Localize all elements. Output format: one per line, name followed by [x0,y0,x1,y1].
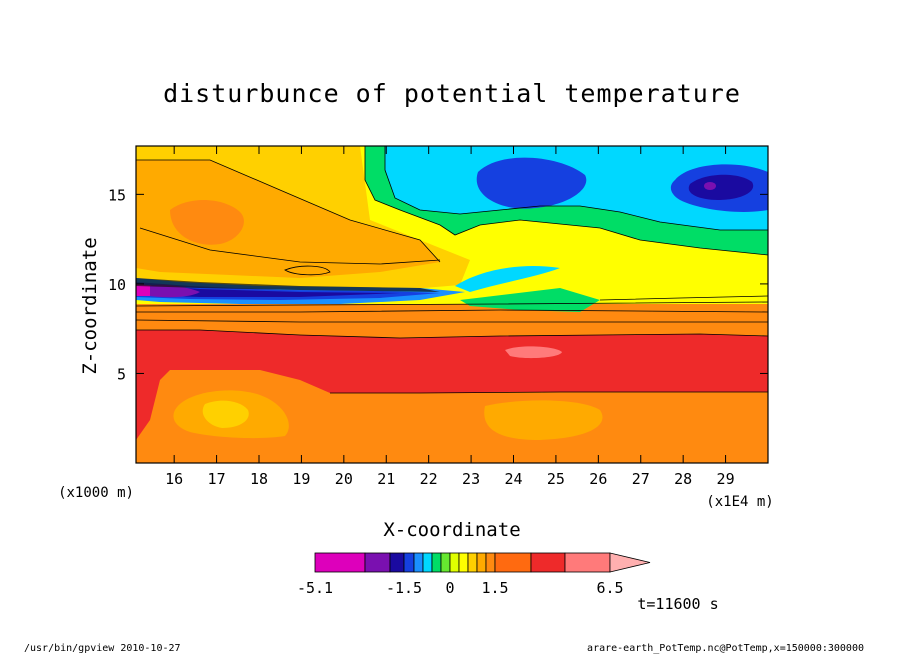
fill-upper-left-orange2 [136,160,440,278]
plot-area [136,146,768,463]
footer-left: /usr/bin/gpview 2010-10-27 [24,643,181,654]
y-axis-label: Z-coordinate [79,237,101,374]
fill-red-layer [136,330,768,440]
colorbar-label: 6.5 [596,579,623,597]
x-tick-label: 19 [292,470,310,488]
chart-title: disturbunce of potential temperature [163,79,741,108]
contour-line [330,391,768,394]
x-tick-label: 18 [250,470,268,488]
fill-navy-layer [136,284,400,297]
fill-blue-core-1 [476,157,587,209]
x-axis-label: X-coordinate [383,519,520,541]
x-tick-label: 29 [717,470,735,488]
colorbar-segment [440,552,451,573]
fill-violet-spot [150,284,200,298]
contour-line [384,146,768,231]
fill-cyan-streak [455,266,560,292]
contour-line [284,265,331,276]
contour-line [136,309,768,313]
colorbar-segment [485,552,496,573]
contour-line [136,319,768,323]
x-tick-label: 22 [420,470,438,488]
x-tick-label: 23 [462,470,480,488]
plot-frame [135,145,769,464]
colorbar-segment [476,552,487,573]
x-tick-label: 26 [589,470,607,488]
colorbar-labels: -5.1 -1.5 0 1.5 6.5 [297,579,624,597]
colorbar-label: 1.5 [481,579,508,597]
colorbar-extension [609,552,651,573]
x-tick-label: 17 [208,470,226,488]
fill-orange-blob [170,200,244,245]
colorbar-segment [458,552,469,573]
contour-line [364,146,768,256]
x-tick-label: 20 [335,470,353,488]
colorbar-label: 0 [445,579,454,597]
colorbar-segment [413,552,424,573]
fill-lower-patch-2 [484,400,603,440]
colorbar-segment [530,552,566,573]
x-tick-label: 25 [547,470,565,488]
x-axis-unit: (x1E4 m) [706,494,773,510]
y-tick-label: 10 [108,276,126,294]
contour-line [599,295,768,301]
colorbar [314,552,651,573]
colorbar-segment [314,552,366,573]
contour-lines [136,146,768,394]
colorbar-segment [449,552,460,573]
time-annotation: t=11600 s [637,595,718,613]
colorbar-segment [389,552,405,573]
colorbar-segment [467,552,478,573]
contour-line [136,301,768,307]
contour-dense-line [136,278,440,292]
x-tick-label: 16 [165,470,183,488]
x-tick-label: 27 [632,470,650,488]
contour-line [136,329,768,339]
x-tick-label: 28 [674,470,692,488]
colorbar-segment [431,552,442,573]
x-axis: 16 17 18 19 20 21 22 23 24 25 26 27 28 29 [165,146,735,488]
fill-blue-core-2-inner [688,174,754,200]
fill-green-layer [460,288,600,312]
x-tick-label: 24 [504,470,522,488]
fill-pink-spot [505,346,562,359]
colorbar-segment [494,552,532,573]
colorbar-segment [564,552,611,573]
y-axis-unit: (x1000 m) [58,485,134,501]
colorbar-segment [364,552,391,573]
fill-lower-patch-1-inner [202,400,249,428]
contour-line [136,159,441,263]
colorbar-label: -5.1 [297,579,333,597]
fill-violet-dot [704,182,716,190]
y-axis: 5 10 15 [108,186,768,383]
y-tick-label: 15 [108,186,126,204]
contour-line [139,227,441,265]
colorbar-segment [422,552,433,573]
colorbar-label: -1.5 [386,579,422,597]
fill-surface [136,455,768,463]
footer-right: arare-earth_PotTemp.nc@PotTemp,x=150000:… [587,643,864,654]
y-tick-label: 5 [117,365,126,383]
x-tick-label: 21 [377,470,395,488]
colorbar-segment [403,552,415,573]
